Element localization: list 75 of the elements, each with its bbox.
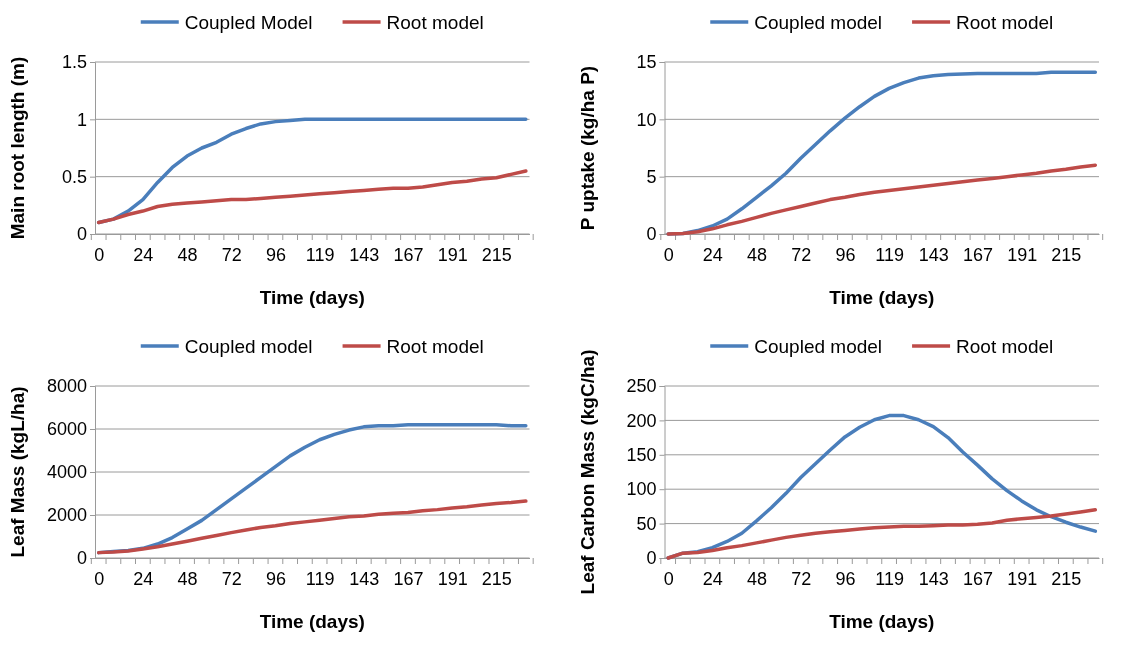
y-tick-label: 2000 xyxy=(46,505,87,526)
x-tick-label: 48 xyxy=(747,568,768,589)
x-axis-title: Time (days) xyxy=(259,287,365,308)
x-tick-label: 72 xyxy=(221,244,242,265)
legend-label: Root model xyxy=(956,336,1054,357)
y-tick-label: 150 xyxy=(626,445,657,466)
x-tick-label: 167 xyxy=(962,568,994,589)
y-tick-label: 6000 xyxy=(46,419,87,440)
x-tick-label: 191 xyxy=(1007,244,1038,265)
x-tick-label: 96 xyxy=(265,568,286,589)
x-tick-label: 215 xyxy=(481,244,512,265)
y-tick-label: 4000 xyxy=(46,462,87,483)
y-tick-label: 1 xyxy=(76,109,87,130)
x-tick-label: 72 xyxy=(791,568,812,589)
legend-label: Root model xyxy=(386,336,484,357)
y-tick-label: 250 xyxy=(626,376,657,397)
x-tick-label: 215 xyxy=(1051,244,1082,265)
x-tick-label: 24 xyxy=(702,244,723,265)
x-tick-label: 119 xyxy=(875,568,904,589)
x-tick-label: 24 xyxy=(133,244,154,265)
x-tick-label: 0 xyxy=(94,244,105,265)
x-tick-label: 119 xyxy=(875,244,904,265)
x-tick-label: 96 xyxy=(835,244,856,265)
y-axis-title: Leaf Carbon Mass (kgC/ha) xyxy=(576,349,598,595)
x-tick-label: 143 xyxy=(918,568,949,589)
x-tick-label: 72 xyxy=(791,244,812,265)
x-tick-label: 191 xyxy=(1007,568,1038,589)
x-tick-label: 143 xyxy=(918,244,949,265)
x-tick-label: 0 xyxy=(663,568,674,589)
x-tick-label: 167 xyxy=(393,244,424,265)
x-axis-title: Time (days) xyxy=(829,287,935,308)
x-tick-label: 215 xyxy=(1051,568,1082,589)
x-tick-label: 143 xyxy=(349,244,380,265)
x-tick-label: 143 xyxy=(349,568,380,589)
x-tick-label: 96 xyxy=(835,568,856,589)
y-tick-label: 0 xyxy=(76,224,87,245)
y-tick-label: 10 xyxy=(636,109,657,130)
y-tick-label: 200 xyxy=(626,410,657,431)
legend-label: Root model xyxy=(386,12,484,33)
legend-label: Root model xyxy=(956,12,1054,33)
x-tick-label: 48 xyxy=(177,568,198,589)
x-tick-label: 119 xyxy=(305,568,335,589)
x-tick-label: 191 xyxy=(437,244,468,265)
x-tick-label: 0 xyxy=(94,568,105,589)
y-axis-title: Leaf Mass (kgL/ha) xyxy=(7,386,28,558)
legend-label: Coupled model xyxy=(184,336,313,357)
x-tick-label: 48 xyxy=(747,244,768,265)
x-axis-title: Time (days) xyxy=(259,611,365,632)
y-tick-label: 0 xyxy=(646,548,657,569)
y-tick-label: 0.5 xyxy=(61,166,87,187)
x-tick-label: 48 xyxy=(177,244,198,265)
x-tick-label: 24 xyxy=(133,568,154,589)
y-tick-label: 15 xyxy=(636,52,657,73)
y-tick-label: 100 xyxy=(626,479,657,500)
y-axis-title: Main root length (m) xyxy=(7,56,28,240)
x-tick-label: 167 xyxy=(393,568,424,589)
x-tick-label: 0 xyxy=(663,244,674,265)
y-tick-label: 5 xyxy=(646,166,657,187)
y-axis-title: P uptake (kg/ha P) xyxy=(576,65,598,231)
y-tick-label: 0 xyxy=(76,548,87,569)
legend-label: Coupled Model xyxy=(184,12,313,33)
x-tick-label: 167 xyxy=(962,244,994,265)
y-tick-label: 1.5 xyxy=(61,52,87,73)
x-tick-label: 119 xyxy=(305,244,335,265)
x-tick-label: 24 xyxy=(702,568,723,589)
legend-label: Coupled model xyxy=(754,336,883,357)
x-axis-title: Time (days) xyxy=(829,611,935,632)
x-tick-label: 215 xyxy=(481,568,512,589)
legend-label: Coupled model xyxy=(754,12,883,33)
x-tick-label: 191 xyxy=(437,568,468,589)
y-tick-label: 8000 xyxy=(46,376,87,397)
x-tick-label: 72 xyxy=(221,568,242,589)
y-tick-label: 50 xyxy=(636,513,657,534)
y-tick-label: 0 xyxy=(646,224,657,245)
x-tick-label: 96 xyxy=(265,244,286,265)
